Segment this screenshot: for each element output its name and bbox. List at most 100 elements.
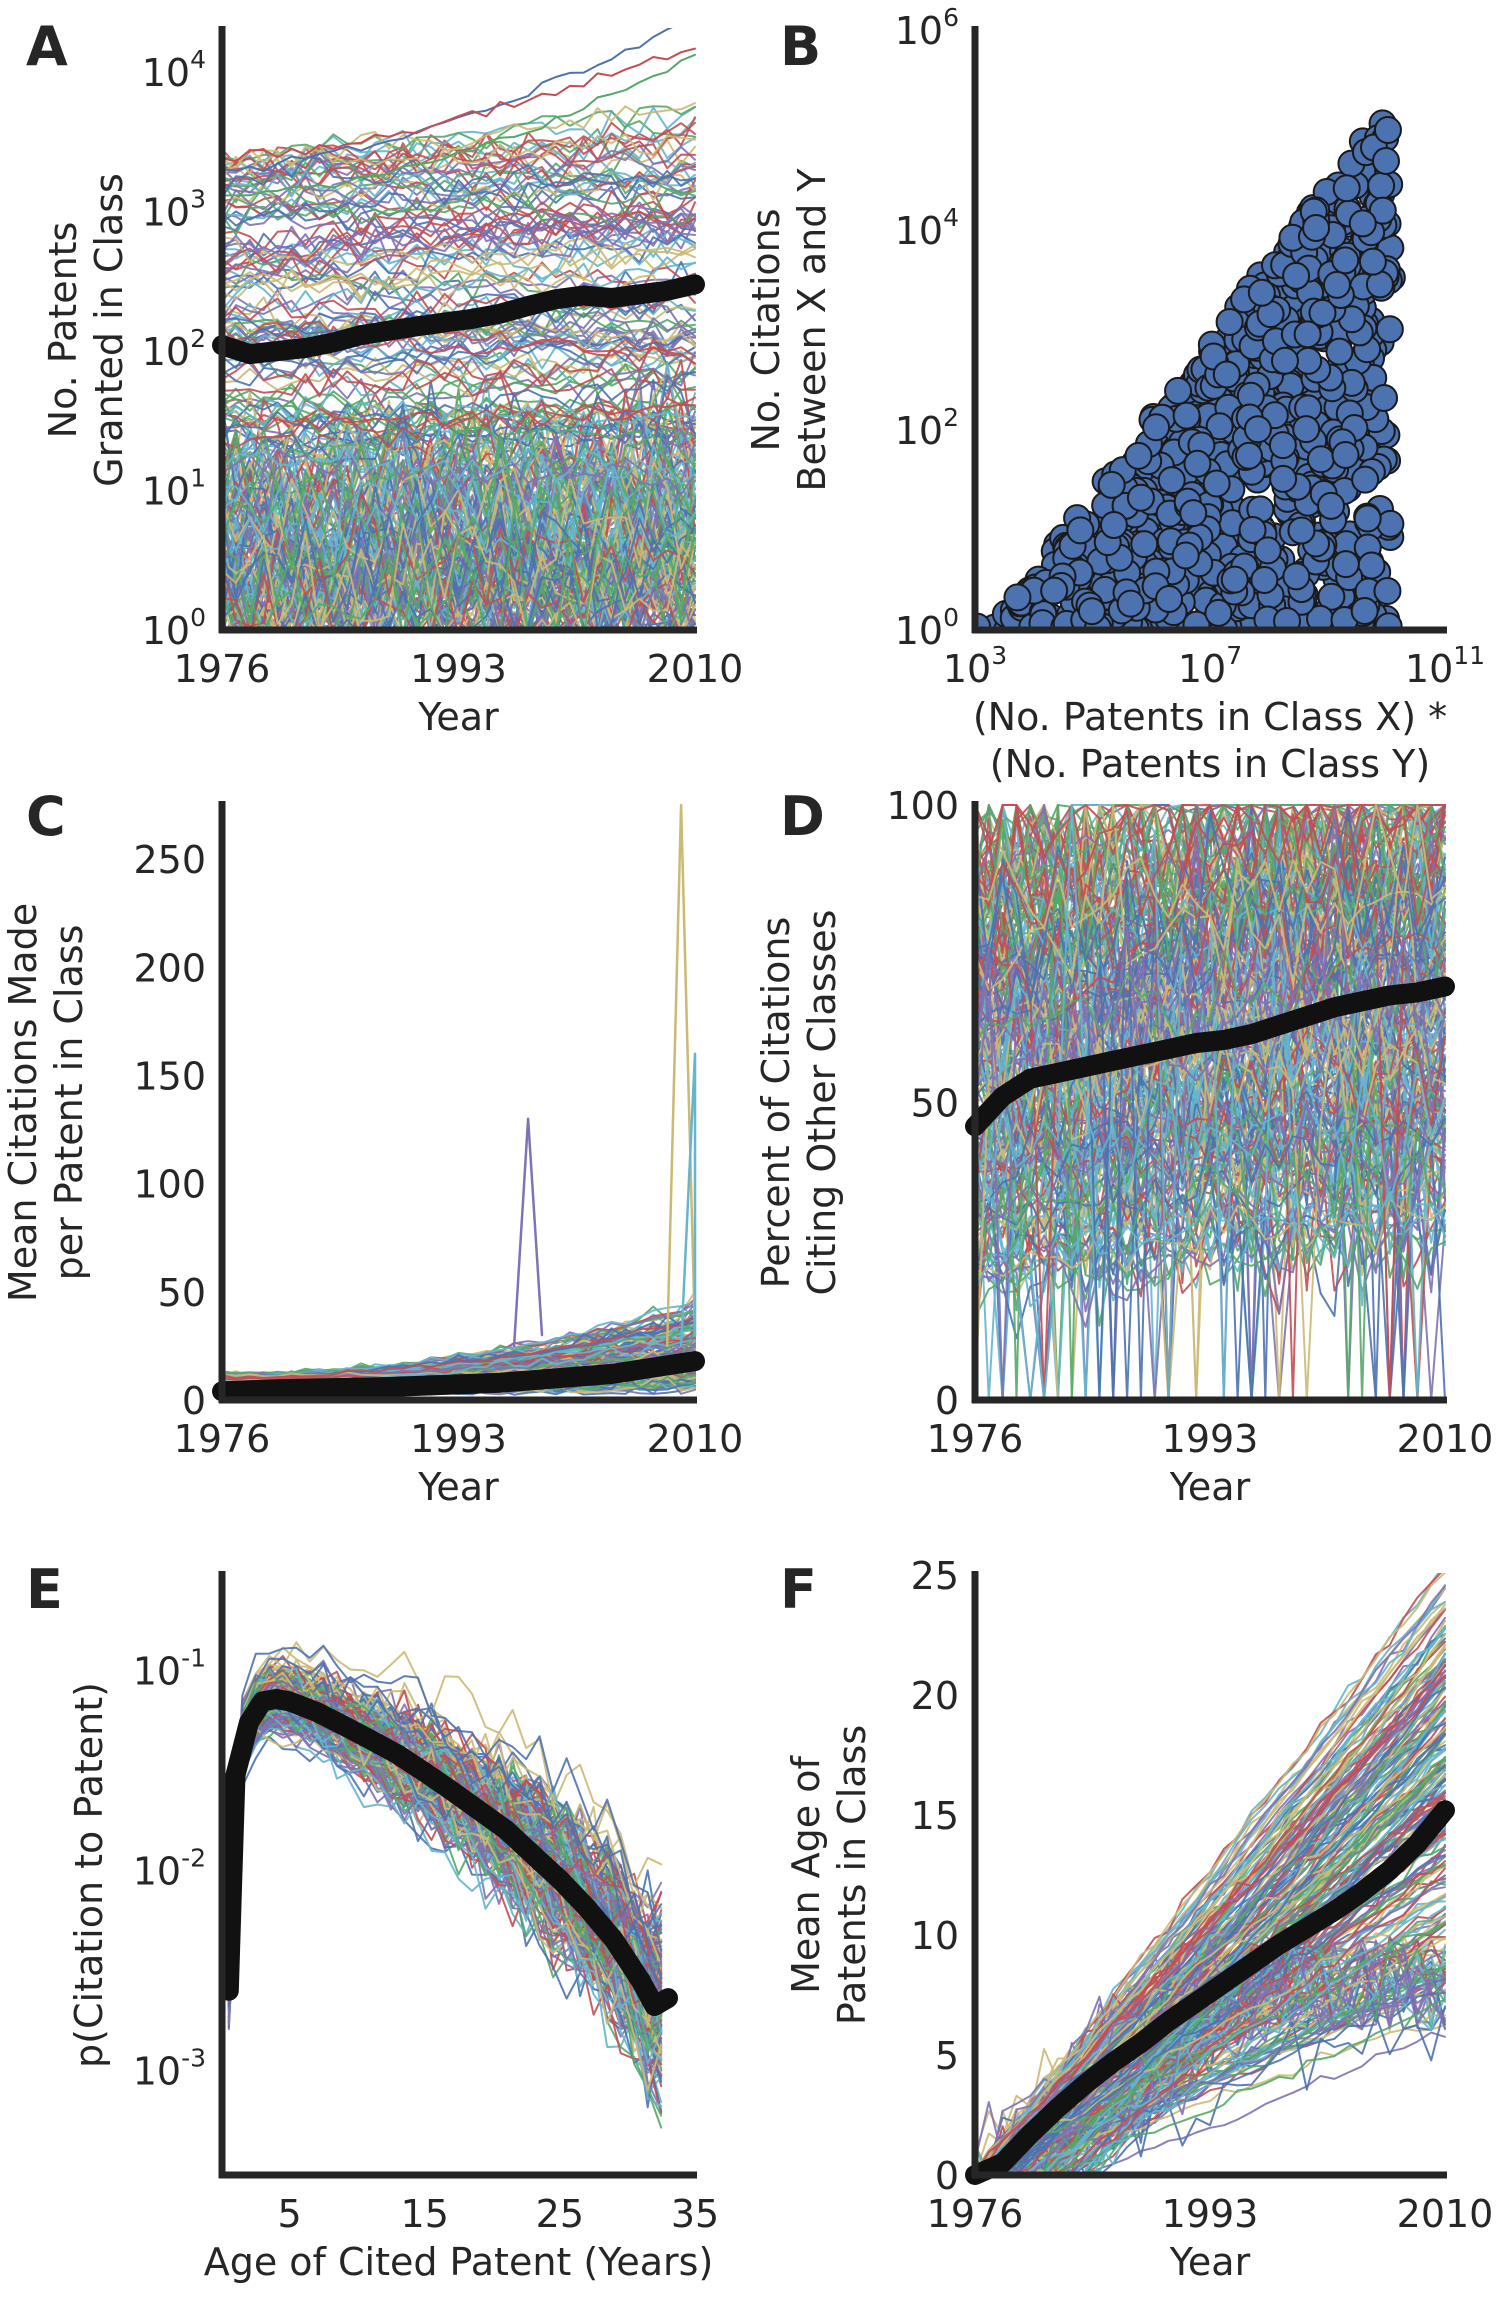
class-series-line bbox=[1084, 2031, 1446, 2175]
y-tick-label: 20 bbox=[911, 1674, 959, 1718]
x-tick-label: 1011 bbox=[1405, 641, 1485, 691]
scatter-point bbox=[1077, 597, 1106, 626]
class-series-line bbox=[222, 331, 696, 387]
x-tick-label: 1993 bbox=[410, 647, 507, 691]
class-series-line bbox=[975, 1144, 1446, 1233]
scatter-point bbox=[1250, 565, 1279, 594]
scatter-point bbox=[1353, 504, 1382, 533]
scatter-point bbox=[1317, 582, 1346, 611]
scatter-point bbox=[1040, 576, 1069, 605]
scatter-point bbox=[1157, 466, 1186, 495]
class-series-line bbox=[222, 480, 696, 630]
scatter-point bbox=[1212, 360, 1241, 389]
class-series-line bbox=[222, 157, 696, 184]
scatter-point bbox=[1376, 509, 1405, 538]
class-series-line bbox=[222, 252, 696, 295]
x-tick-label: 1976 bbox=[927, 1417, 1024, 1461]
class-series-line bbox=[222, 398, 696, 455]
scatter-point bbox=[1317, 491, 1346, 520]
scatter-point bbox=[1375, 315, 1404, 344]
panel-letter-d: D bbox=[780, 785, 825, 848]
class-series-line bbox=[975, 804, 1446, 926]
class-series-line bbox=[975, 804, 1446, 881]
class-series-line bbox=[222, 371, 696, 433]
y-tick-label: 100 bbox=[895, 603, 959, 653]
scatter-point bbox=[1116, 589, 1145, 618]
y-tick-label: 5 bbox=[935, 2034, 959, 2078]
panel-letter-e: E bbox=[26, 1558, 63, 1621]
scatter-point bbox=[1331, 246, 1360, 275]
class-series-line bbox=[222, 345, 696, 387]
panel-letter-c: C bbox=[26, 785, 66, 848]
class-series-line bbox=[1029, 1900, 1446, 2172]
class-series-line bbox=[975, 1004, 1446, 1400]
scatter-point bbox=[1179, 499, 1208, 528]
scatter-point bbox=[1332, 174, 1361, 203]
class-series-line bbox=[222, 201, 696, 268]
x-axis-label: Age of Cited Patent (Years) bbox=[204, 2240, 714, 2284]
class-series-line bbox=[975, 1633, 1446, 2172]
x-tick-label: 103 bbox=[943, 641, 1007, 691]
class-series-line bbox=[222, 212, 696, 263]
x-tick-label: 15 bbox=[401, 2192, 449, 2236]
scatter-point bbox=[1205, 412, 1234, 441]
spike-line bbox=[679, 1052, 697, 1348]
scatter-point bbox=[1374, 612, 1403, 630]
scatter-point bbox=[1126, 483, 1155, 512]
scatter-point bbox=[1215, 307, 1244, 336]
class-series-line bbox=[222, 187, 696, 236]
class-series-line bbox=[975, 804, 1446, 889]
scatter-point bbox=[1287, 516, 1316, 545]
y-tick-label: 200 bbox=[133, 946, 206, 990]
scatter-point bbox=[1182, 610, 1211, 630]
spike-line bbox=[665, 803, 697, 1348]
scatter-point bbox=[1370, 384, 1399, 413]
scatter-point bbox=[1294, 346, 1323, 375]
x-axis-label: Year bbox=[417, 1465, 499, 1509]
panel-c-mean-citations: 1976 1993 2010 0 50 100 150 200 250 Year Mean Cita… bbox=[1, 801, 743, 1509]
class-series-line bbox=[222, 506, 696, 630]
scatter-point bbox=[1367, 171, 1396, 200]
y-tick-label: 0 bbox=[935, 1379, 959, 1423]
mean-series-line bbox=[965, 1800, 1455, 2185]
x-axis-label: Year bbox=[1169, 1465, 1251, 1509]
y-tick-label: 104 bbox=[895, 203, 959, 253]
x-tick-label: 2010 bbox=[647, 647, 744, 691]
scatter-point bbox=[1238, 515, 1267, 544]
class-series-line bbox=[975, 804, 1446, 1400]
class-series-line bbox=[222, 446, 696, 486]
class-series-line bbox=[222, 53, 696, 197]
class-series-line bbox=[222, 143, 696, 177]
scatter-point bbox=[1253, 536, 1282, 565]
class-series-line bbox=[222, 338, 696, 398]
class-series-line bbox=[1084, 1946, 1446, 2166]
class-series-line bbox=[222, 1314, 696, 1380]
scatter-point bbox=[1292, 415, 1321, 444]
class-series-line bbox=[975, 918, 1446, 1119]
series-group bbox=[227, 1641, 663, 2129]
class-series-line bbox=[222, 325, 696, 365]
scatter-point bbox=[1308, 298, 1337, 327]
x-axis-label: Year bbox=[417, 695, 499, 739]
class-series-line bbox=[975, 836, 1446, 1052]
scatter-point bbox=[1243, 415, 1272, 444]
y-tick-label: 104 bbox=[142, 45, 206, 95]
scatter-point bbox=[1293, 320, 1322, 349]
class-series-line bbox=[222, 159, 696, 201]
scatter-point bbox=[1325, 337, 1354, 366]
scatter-point bbox=[1302, 213, 1331, 242]
panel-d-percent-citing-other: 1976 1993 2010 0 50 100 Year Percent of Citatio… bbox=[754, 784, 1493, 1509]
class-series-line bbox=[1043, 1845, 1446, 2175]
y-tick-label: 15 bbox=[911, 1794, 959, 1838]
mean-series-line bbox=[212, 274, 705, 365]
class-series-line bbox=[222, 313, 696, 358]
scatter-point bbox=[1350, 597, 1379, 626]
class-series-line bbox=[975, 1676, 1446, 2175]
class-series-line bbox=[222, 47, 696, 163]
class-series-line bbox=[222, 345, 696, 427]
x-axis-label: (No. Patents in Class X) * bbox=[973, 695, 1447, 739]
y-tick-label: 10-3 bbox=[133, 2043, 206, 2093]
y-axis-label: Mean Age of bbox=[784, 1754, 828, 1993]
scatter-point bbox=[1097, 470, 1126, 499]
scatter-point bbox=[1282, 261, 1311, 290]
